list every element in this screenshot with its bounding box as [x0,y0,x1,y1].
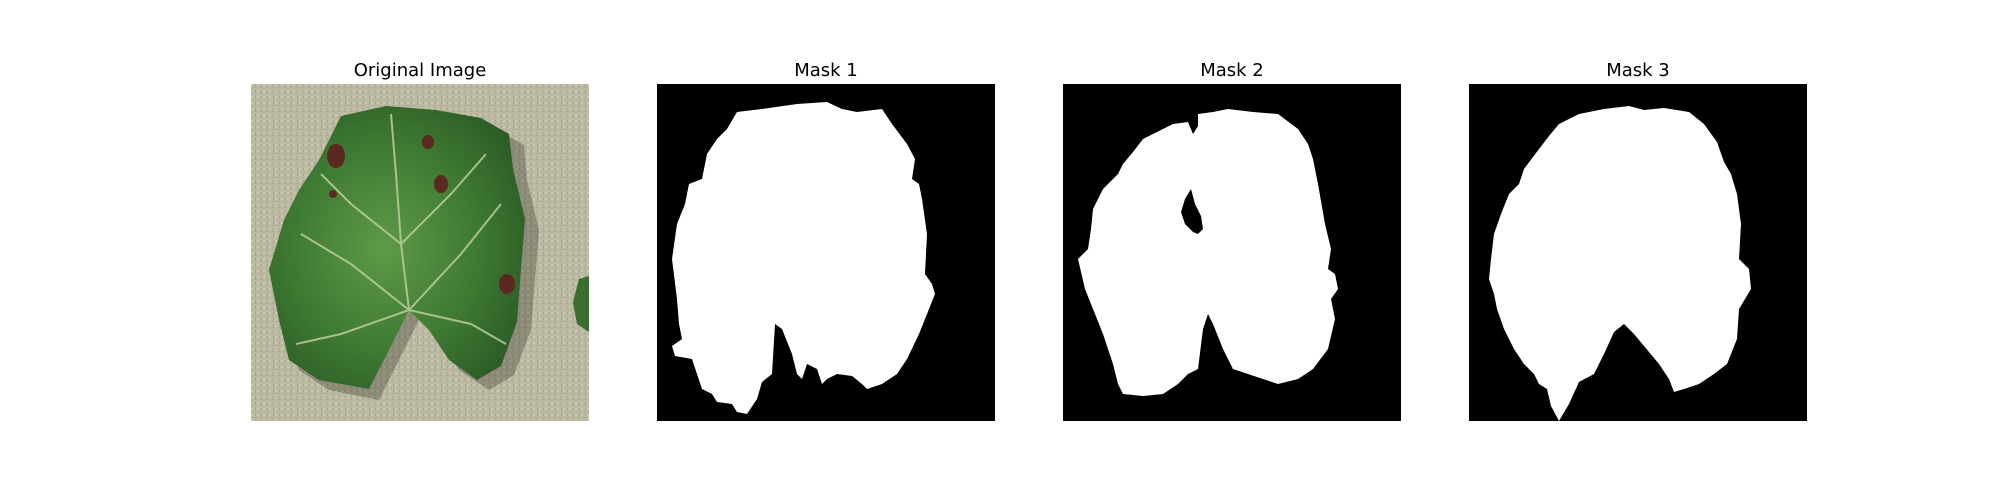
mask-2 [1063,84,1401,421]
panel-title: Mask 2 [1200,60,1264,81]
panel-mask-3: Mask 3 [1469,58,1807,421]
mask-foreground [1489,106,1751,421]
mask-1-image [657,84,995,421]
mask-3 [1469,84,1807,421]
panel-mask-2: Mask 2 [1063,58,1401,421]
panel-mask-1: Mask 1 [657,58,995,421]
panel-title: Original Image [353,60,487,81]
mask-1 [657,84,995,421]
panel-title: Mask 3 [1606,60,1670,81]
panel-original-image: Original Image [251,58,589,421]
leaf-fragment-right [573,276,589,332]
mask-3-image [1469,84,1807,421]
mask-foreground [672,102,935,414]
mask-foreground [1078,109,1338,396]
leaf-photo [251,84,589,421]
leaf-veins [295,113,507,345]
leaf-lesions [327,135,515,294]
leaf-blade [269,106,525,389]
mask-2-image [1063,84,1401,421]
panel-title: Mask 1 [794,60,858,81]
original-leaf-image [251,84,589,421]
